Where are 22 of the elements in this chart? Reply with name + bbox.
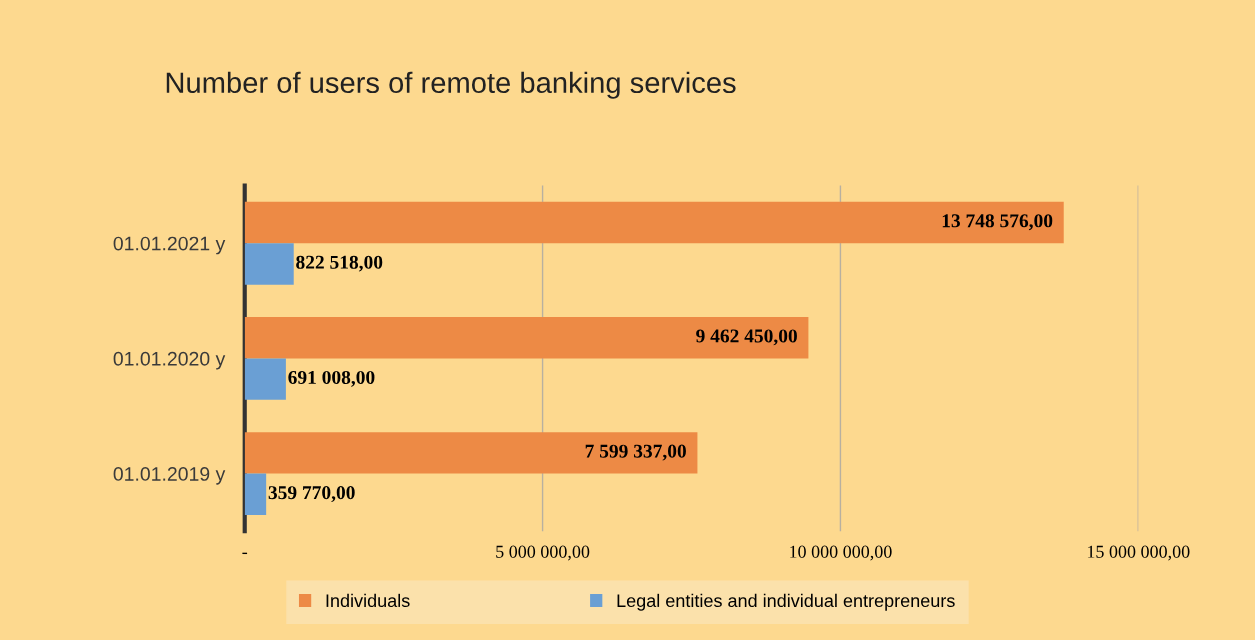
- bar: [244, 473, 267, 516]
- y-tick-label: 01.01.2019 y: [113, 467, 226, 485]
- legend-label: Legal entities and individual entrepreneurs: [617, 593, 955, 611]
- x-tick-label: 10 000 000,00: [790, 545, 892, 561]
- y-tick-label: 01.01.2020 y: [113, 351, 226, 370]
- data-label: 691 008,00: [288, 370, 375, 387]
- chart-title: Number of users of remote banking services: [166, 71, 736, 99]
- bar: [244, 243, 294, 285]
- bar: [244, 358, 286, 400]
- bar: [244, 316, 809, 359]
- y-tick-label: 01.01.2021 y: [113, 236, 226, 255]
- data-label: 7 599 337,00: [585, 444, 686, 461]
- x-tick-label: -: [242, 552, 248, 555]
- x-tick-label: 5 000 000,00: [496, 545, 590, 561]
- data-label: 822 518,00: [296, 255, 383, 272]
- data-label: 9 462 450,00: [696, 329, 797, 346]
- data-label: 13 748 576,00: [942, 214, 1053, 231]
- legend-label: Individuals: [326, 593, 410, 608]
- x-tick-label: 15 000 000,00: [1087, 545, 1190, 561]
- bar: [244, 201, 1064, 244]
- data-label: 359 770,00: [268, 486, 355, 503]
- bar: [244, 432, 698, 474]
